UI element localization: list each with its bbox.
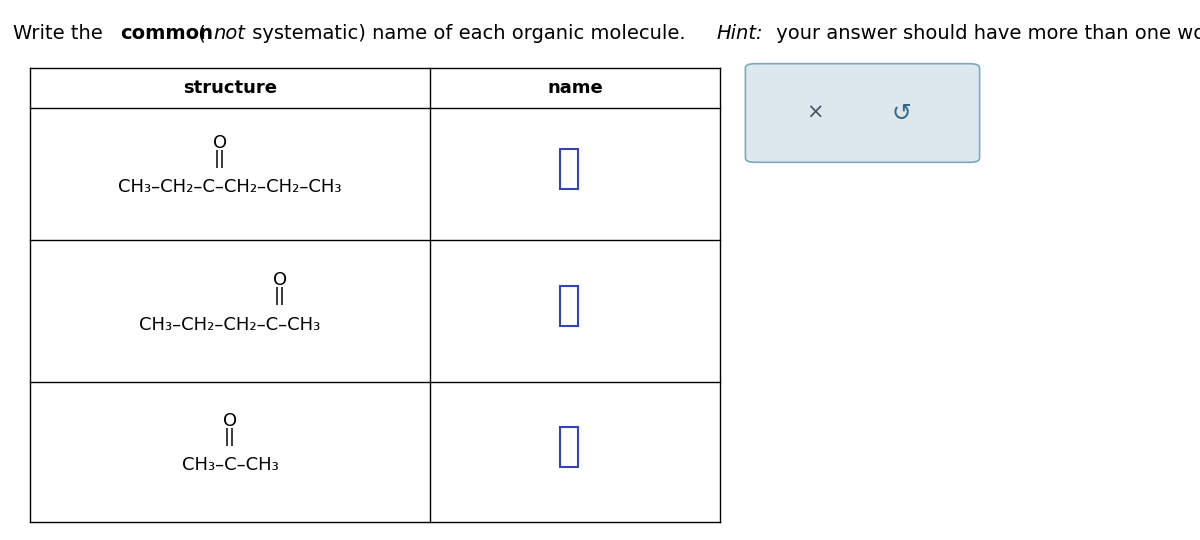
Text: structure: structure xyxy=(184,79,277,97)
Text: O: O xyxy=(214,134,227,152)
Text: O: O xyxy=(223,412,238,430)
Text: O: O xyxy=(272,271,287,289)
Text: ×: × xyxy=(806,103,824,123)
Text: ||: || xyxy=(224,428,236,447)
Text: name: name xyxy=(547,79,602,97)
Text: systematic) name of each organic molecule.: systematic) name of each organic molecul… xyxy=(246,24,691,43)
FancyBboxPatch shape xyxy=(745,64,979,163)
Text: CH₃–C–CH₃: CH₃–C–CH₃ xyxy=(181,456,278,475)
Text: your answer should have more than one word.: your answer should have more than one wo… xyxy=(769,24,1200,43)
Bar xyxy=(560,148,578,188)
Bar xyxy=(560,427,578,467)
Text: Hint:: Hint: xyxy=(716,24,763,43)
Bar xyxy=(560,286,578,326)
Text: CH₃–CH₂–C–CH₂–CH₂–CH₃: CH₃–CH₂–C–CH₂–CH₂–CH₃ xyxy=(119,179,342,197)
Text: ↺: ↺ xyxy=(892,101,911,125)
Text: not: not xyxy=(214,24,246,43)
Text: common: common xyxy=(120,24,212,43)
Text: CH₃–CH₂–CH₂–C–CH₃: CH₃–CH₂–CH₂–C–CH₃ xyxy=(139,315,320,334)
Text: Write the: Write the xyxy=(13,24,109,43)
Text: ||: || xyxy=(274,287,286,306)
Text: ||: || xyxy=(214,151,226,168)
Text: (: ( xyxy=(192,24,206,43)
